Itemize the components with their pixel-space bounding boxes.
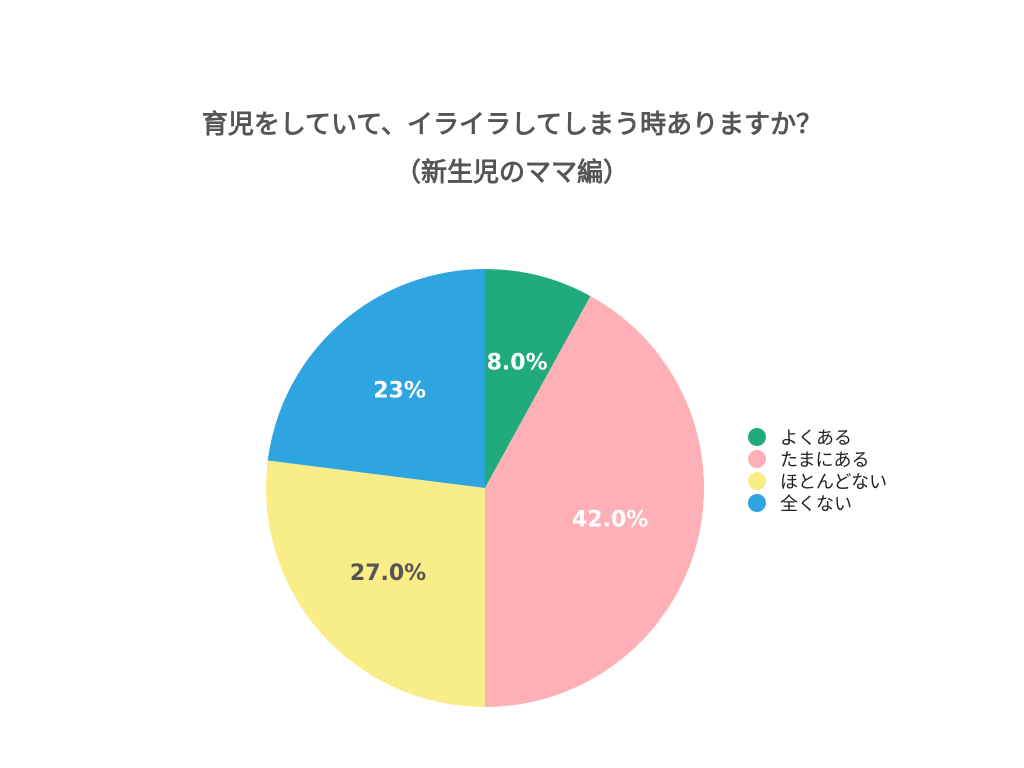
pie-slice-yoku-aru xyxy=(485,269,591,488)
legend-item-yoku-aru: よくある xyxy=(748,426,887,449)
pie-slice-label-yoku-aru: 8.0% xyxy=(487,350,548,375)
legend-swatch xyxy=(748,428,766,446)
pie-labels: 8.0% 42.0% 27.0% 23% xyxy=(350,350,648,586)
pie-slice-label-tama-ni-aru: 42.0% xyxy=(572,508,648,533)
legend-swatch xyxy=(748,472,766,490)
chart-title-line-2: （新生児のママ編） xyxy=(394,158,629,188)
pie-slice-hotondo-nai xyxy=(266,460,485,707)
pie-slice-label-hotondo-nai: 27.0% xyxy=(350,561,426,586)
legend-label: よくある xyxy=(780,428,852,449)
pie-slice-label-mattaku-nai: 23% xyxy=(373,379,426,404)
pie-slice-tama-ni-aru xyxy=(485,296,704,707)
legend-item-hotondo-nai: ほとんどない xyxy=(748,470,888,493)
pie-slice-mattaku-nai xyxy=(267,269,485,488)
legend-label: たまにある xyxy=(780,450,870,471)
legend-swatch xyxy=(748,494,766,512)
legend-item-tama-ni-aru: たまにある xyxy=(748,448,887,471)
legend-label: ほとんどない xyxy=(780,472,888,493)
legend-label: 全くない xyxy=(780,494,852,515)
chart-title-line-1: 育児をしていて、イライラしてしまう時ありますか？ xyxy=(201,110,823,140)
legend-swatch xyxy=(748,450,766,468)
legend-item-mattaku-nai: 全くない xyxy=(748,492,887,515)
legend: よくある たまにある ほとんどない 全くない xyxy=(748,426,888,515)
pie-slices xyxy=(266,269,704,707)
